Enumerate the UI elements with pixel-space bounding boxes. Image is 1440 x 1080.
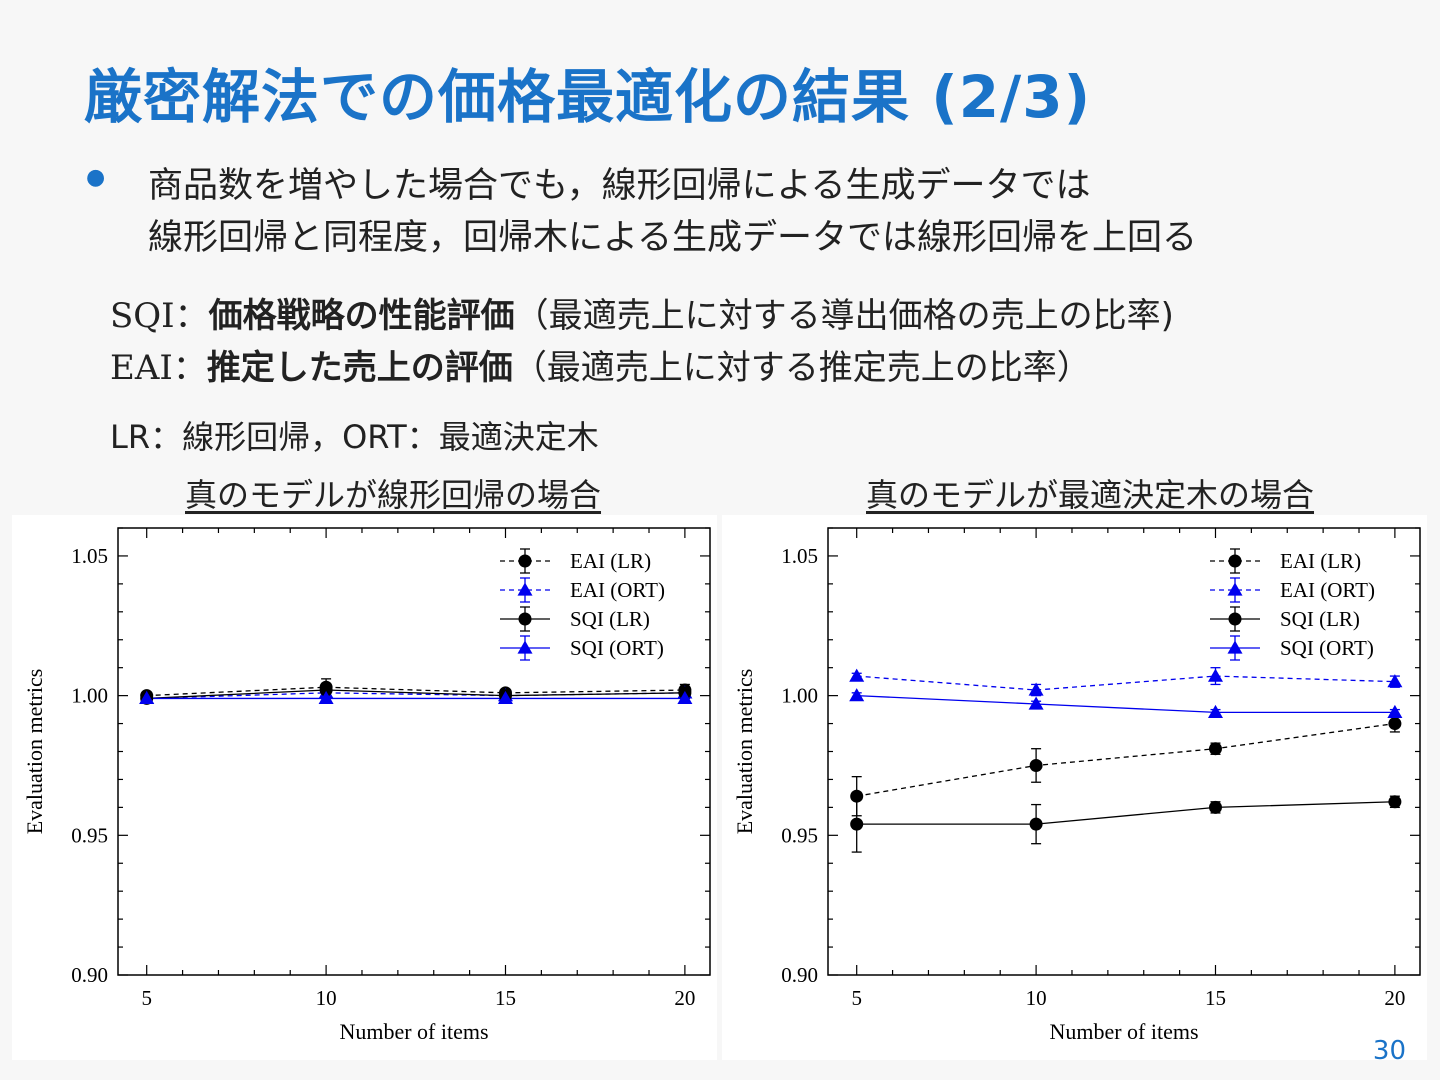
legend-marker <box>1228 612 1242 626</box>
bullet-dot: ● <box>86 165 106 190</box>
data-point-1 <box>1387 674 1403 688</box>
data-point-1 <box>849 668 865 682</box>
bullet-line-2: 線形回帰と同程度，回帰木による生成データでは線形回帰を上回る <box>148 218 1197 258</box>
metric-sqi-desc: （最適売上に対する導出価格の売上の比率) <box>514 296 1174 336</box>
data-point-3 <box>1387 704 1403 719</box>
bullet-line-1: 商品数を増やした場合でも，線形回帰による生成データでは <box>148 166 1091 206</box>
legend-label: SQI (ORT) <box>570 636 664 660</box>
legend-label: EAI (LR) <box>1280 549 1361 573</box>
data-point-3 <box>1207 704 1223 719</box>
chart-panel-left: 0.90 0.95 1.00 1.05 5 10 15 20 Number of items Ev… <box>12 515 717 1060</box>
x-axis-label: Number of items <box>1049 1019 1198 1044</box>
legend-marker <box>517 640 533 654</box>
abbreviation-note: LR：線形回帰，ORT：最適決定木 <box>110 418 599 456</box>
legend-label: SQI (LR) <box>570 607 650 631</box>
metric-sqi-colon: ： <box>174 296 209 336</box>
data-point-3 <box>677 690 693 705</box>
legend-label: EAI (ORT) <box>570 578 665 602</box>
chart-caption-left: 真のモデルが線形回帰の場合 <box>185 476 602 514</box>
y-tick-label: 1.00 <box>781 684 818 708</box>
data-point-3 <box>849 688 865 702</box>
bullet-text: 商品数を増やした場合でも，線形回帰による生成データでは 線形回帰と同程度，回帰木… <box>148 160 1197 264</box>
data-point-3 <box>1028 696 1044 710</box>
series-line-3 <box>856 694 1395 714</box>
legend-label: SQI (LR) <box>1280 607 1360 631</box>
data-point-2 <box>1029 817 1043 831</box>
y-tick-label: 1.00 <box>71 684 108 708</box>
y-tick-label: 0.90 <box>781 963 818 987</box>
x-tick-label: 10 <box>1026 986 1047 1010</box>
x-tick-label: 10 <box>316 986 337 1010</box>
chart-caption-right: 真のモデルが最適決定木の場合 <box>866 476 1315 514</box>
chart-left: 0.90 0.95 1.00 1.05 5 10 15 20 Number of items Ev… <box>22 527 711 1044</box>
data-point-0 <box>1208 742 1222 756</box>
legend-marker <box>518 554 532 568</box>
y-axis-label: Evaluation metrics <box>732 669 757 835</box>
x-tick-label: 20 <box>674 986 695 1010</box>
y-tick-label: 0.95 <box>71 823 108 847</box>
metric-sqi-strong: 価格戦略の性能評価 <box>208 296 515 336</box>
data-point-0 <box>1029 758 1043 772</box>
data-point-3 <box>318 690 334 705</box>
series-line-2 <box>856 801 1395 825</box>
y-axis-label: Evaluation metrics <box>22 669 47 835</box>
data-point-3 <box>497 690 513 705</box>
legend-label: EAI (LR) <box>570 549 651 573</box>
data-point-1 <box>1028 682 1044 696</box>
chart-right: 0.90 0.95 1.00 1.05 5 10 15 20 Number of items Ev… <box>732 527 1421 1044</box>
data-point-0 <box>850 789 864 803</box>
chart-panel-right: 0.90 0.95 1.00 1.05 5 10 15 20 Number of items Ev… <box>722 515 1427 1060</box>
legend-label: EAI (ORT) <box>1280 578 1375 602</box>
legend-marker <box>1227 582 1243 596</box>
data-point-2 <box>1208 800 1222 814</box>
y-tick-label: 0.90 <box>71 963 108 987</box>
x-tick-label: 5 <box>141 986 152 1010</box>
series-line-2 <box>146 689 685 700</box>
x-axis-label: Number of items <box>339 1019 488 1044</box>
data-point-2 <box>319 683 333 697</box>
x-tick-label: 5 <box>851 986 862 1010</box>
metric-eai: EAI：推定した売上の評価（最適売上に対する推定売上の比率） <box>110 340 1091 389</box>
legend-marker <box>1228 554 1242 568</box>
data-point-2 <box>1388 795 1402 809</box>
metric-eai-colon: ： <box>172 348 207 388</box>
metric-sqi-code: SQI <box>110 296 175 336</box>
page-number: 30 <box>1372 1036 1406 1066</box>
series-line-0 <box>856 722 1395 797</box>
x-tick-label: 15 <box>495 986 516 1010</box>
y-tick-label: 1.05 <box>71 544 108 568</box>
legend-marker <box>518 612 532 626</box>
data-point-2 <box>850 817 864 831</box>
series-line-1 <box>856 675 1395 691</box>
x-tick-label: 15 <box>1205 986 1226 1010</box>
data-point-3 <box>139 690 155 705</box>
metric-eai-strong: 推定した売上の評価 <box>206 348 513 388</box>
metric-sqi: SQI：価格戦略の性能評価（最適売上に対する導出価格の売上の比率) <box>110 288 1174 337</box>
y-tick-label: 0.95 <box>781 823 818 847</box>
metric-eai-code: EAI <box>110 348 173 388</box>
legend-marker <box>1227 640 1243 654</box>
legend-marker <box>517 582 533 596</box>
legend-label: SQI (ORT) <box>1280 636 1374 660</box>
data-point-0 <box>1388 717 1402 731</box>
y-tick-label: 1.05 <box>781 544 818 568</box>
metric-eai-desc: （最適売上に対する推定売上の比率） <box>512 348 1091 388</box>
x-tick-label: 20 <box>1384 986 1405 1010</box>
slide-title: 厳密解法での価格最適化の結果 (2/3) <box>84 63 1092 131</box>
data-point-1 <box>1207 668 1223 682</box>
